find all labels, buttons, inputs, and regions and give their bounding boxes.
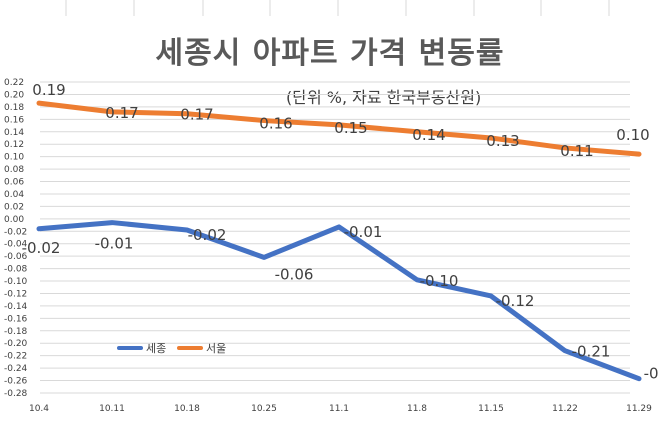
y-tick-label: 0.20 <box>4 90 24 100</box>
data-label-seoul: 0.17 <box>180 106 213 124</box>
y-tick-label: -0.24 <box>4 364 28 374</box>
y-tick-label: -0.16 <box>4 314 28 324</box>
data-label-seoul: 0.11 <box>560 142 593 160</box>
x-tick-label: 10.11 <box>99 404 125 414</box>
data-label-sejong: -0.01 <box>95 235 134 253</box>
y-tick-label: 0.18 <box>4 103 24 113</box>
data-label-seoul: 0.14 <box>412 126 445 144</box>
y-tick-label: -0.10 <box>4 277 28 287</box>
y-tick-label: 0.16 <box>4 115 24 125</box>
data-label-sejong: -0.06 <box>275 265 314 283</box>
data-label-seoul: 0.13 <box>486 132 519 150</box>
y-tick-label: -0.04 <box>4 240 28 250</box>
data-label-sejong: -0.21 <box>572 343 611 361</box>
y-tick-label: 0.22 <box>4 78 24 88</box>
series-line-sejong <box>36 220 642 382</box>
y-tick-label: 0.06 <box>4 178 24 188</box>
y-tick-label: 0.00 <box>4 215 24 225</box>
y-tick-label: 0.14 <box>4 128 24 138</box>
y-tick-label: -0.02 <box>4 227 27 237</box>
data-label-sejong: -0.10 <box>420 272 459 290</box>
chart-subtitle: (단위 %, 자료 한국부동산원) <box>286 88 482 107</box>
data-label-sejong: -0.02 <box>188 226 227 244</box>
y-tick-label: -0.14 <box>4 302 28 312</box>
x-tick-label: 11.1 <box>329 404 349 414</box>
y-tick-label: -0.20 <box>4 339 28 349</box>
data-label-seoul: 0.10 <box>616 126 649 144</box>
x-tick-label: 10.25 <box>251 404 277 414</box>
x-tick-label: 11.29 <box>626 404 652 414</box>
y-tick-label: -0.08 <box>4 265 28 275</box>
y-tick-label: 0.04 <box>4 190 24 200</box>
legend-label: 서울 <box>206 342 226 355</box>
y-tick-label: -0.18 <box>4 327 28 337</box>
y-tick-label: 0.08 <box>4 165 24 175</box>
data-label-sejong: -0.01 <box>344 223 383 241</box>
y-tick-label: -0.26 <box>4 377 28 387</box>
data-label-seoul: 0.19 <box>32 81 65 99</box>
y-tick-label: 0.12 <box>4 140 24 150</box>
data-label-seoul: 0.16 <box>259 115 292 133</box>
series-line-seoul <box>36 100 642 157</box>
y-tick-label: -0.28 <box>4 389 28 399</box>
y-tick-label: -0.12 <box>4 289 27 299</box>
y-tick-label: -0.22 <box>4 352 27 362</box>
y-tick-label: 0.02 <box>4 202 24 212</box>
legend-label: 세종 <box>146 342 166 355</box>
chart-title: 세종시 아파트 가격 변동률 <box>155 36 505 71</box>
data-label-sejong: -0.26 <box>644 365 660 383</box>
data-label-seoul: 0.15 <box>334 119 367 137</box>
x-tick-label: 11.8 <box>407 404 427 414</box>
y-tick-label: 0.10 <box>4 153 24 163</box>
y-tick-label: -0.06 <box>4 252 28 262</box>
data-label-seoul: 0.17 <box>105 104 138 122</box>
x-tick-label: 10.4 <box>29 404 49 414</box>
data-label-sejong: -0.02 <box>22 239 61 257</box>
x-tick-label: 11.22 <box>552 404 578 414</box>
data-label-sejong: -0.12 <box>496 292 535 310</box>
x-tick-label: 11.15 <box>478 404 504 414</box>
x-tick-label: 10.18 <box>174 404 200 414</box>
